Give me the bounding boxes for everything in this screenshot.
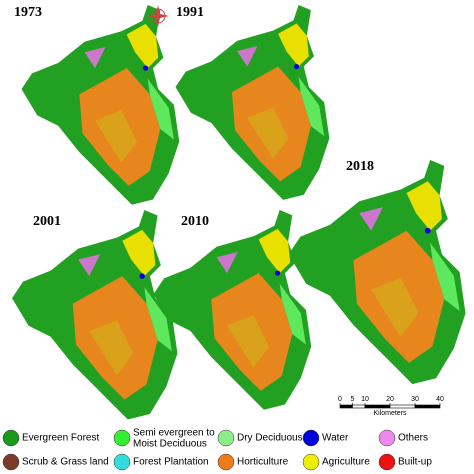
legend-swatch	[302, 453, 320, 471]
compass	[147, 5, 169, 27]
legend-label: Built-up	[398, 457, 432, 468]
scale-segment	[364, 404, 391, 409]
map-2010	[153, 210, 312, 410]
legend-swatch	[113, 429, 131, 447]
legend-label: Evergreen Forest	[22, 433, 99, 444]
scale-unit: Kilometers	[373, 410, 407, 417]
legend-label: Semi evergreen to	[133, 428, 215, 439]
panel-label: 1973	[14, 5, 42, 20]
legend-label: Horticulture	[237, 457, 289, 468]
legend-swatch	[302, 429, 320, 447]
legend-swatch	[217, 429, 235, 447]
panel-label: 2018	[346, 159, 374, 174]
panel-label: 2001	[33, 214, 61, 229]
scale-segment	[414, 404, 441, 409]
panel-label: 1991	[176, 5, 204, 20]
scale-label: 40	[436, 396, 444, 403]
map-1991	[175, 5, 330, 200]
map-1973	[21, 5, 180, 205]
map-2001	[12, 210, 178, 420]
scale-label: 5	[351, 396, 355, 403]
map-2018	[288, 160, 466, 385]
maps	[12, 5, 466, 420]
legend-swatch	[2, 453, 20, 471]
legend-swatch	[2, 429, 20, 447]
scale-bar: 0 5 10 20 30 40 Kilometers	[338, 396, 444, 417]
scale-label: 30	[411, 396, 419, 403]
scale-segment	[352, 404, 366, 409]
scale-segment	[389, 404, 416, 409]
legend-swatch	[217, 453, 235, 471]
panel-label: 2010	[181, 214, 209, 229]
legend-label: Agriculture	[322, 457, 370, 468]
legend-label: Water	[322, 433, 349, 444]
legend-label: Scrub & Grass land	[22, 457, 109, 468]
legend-label: Forest Plantation	[133, 457, 209, 468]
legend-swatch	[378, 453, 396, 471]
legend-label: Moist Deciduous	[133, 439, 207, 450]
legend-swatch	[378, 429, 396, 447]
legend-label: Dry Deciduous	[237, 433, 303, 444]
scale-label: 10	[361, 396, 369, 403]
scale-label: 20	[386, 396, 394, 403]
legend-label: Others	[398, 433, 428, 444]
legend-swatch	[113, 453, 131, 471]
scale-label: 0	[338, 396, 342, 403]
scale-segment	[339, 404, 353, 409]
